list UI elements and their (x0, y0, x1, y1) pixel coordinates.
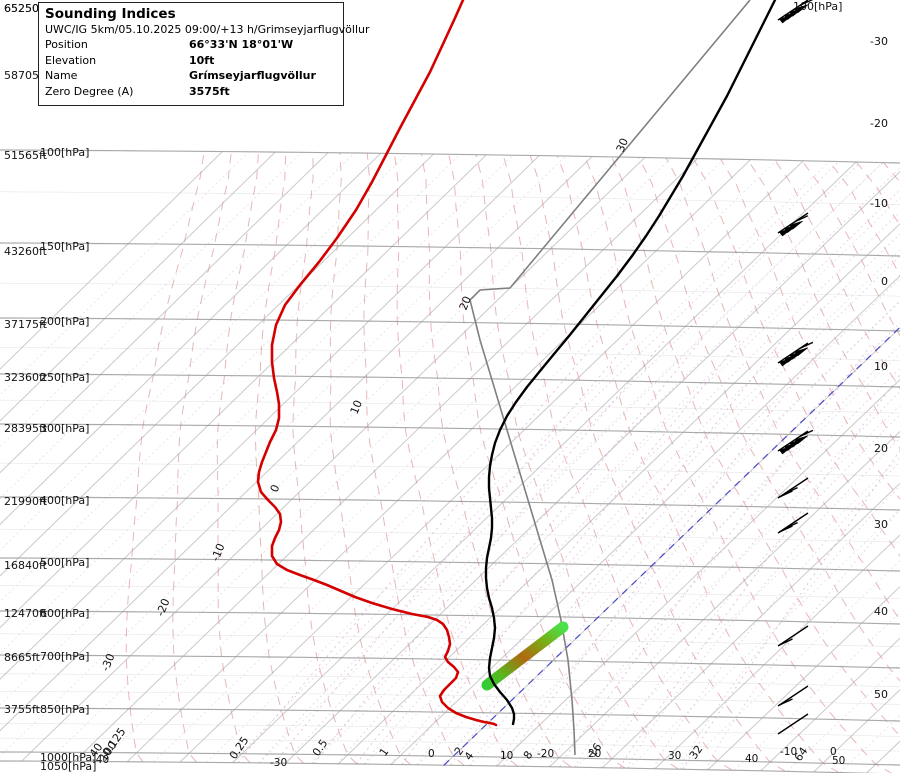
axis-tick-label: 600[hPa] (40, 607, 89, 620)
axis-tick-label: 32 (687, 743, 706, 762)
infobox-key-name: Name (45, 69, 78, 82)
infobox-title: Sounding Indices (45, 6, 176, 22)
isobar-lines (0, 149, 900, 773)
axis-tick-label: 40 (745, 753, 758, 765)
axis-tick-label: 1050[hPa] (40, 760, 96, 773)
axis-tick-label: 3755ft (4, 703, 41, 716)
freezing-level-line (443, 326, 900, 766)
table-row: Position 66°33'N 18°01'W (45, 37, 338, 53)
axis-tick-label: 8 (521, 749, 536, 762)
axis-tick-label: 32360ft (4, 371, 48, 384)
wind-barb (777, 212, 809, 237)
axis-tick-label: 12470ft (4, 607, 48, 620)
wind-barb (777, 713, 809, 735)
axis-tick-label: 0 (830, 746, 837, 758)
axis-tick-label: 0 (268, 483, 283, 494)
axis-tick-label: -30 (270, 757, 287, 769)
axis-tick-label: 30 (614, 136, 631, 154)
axis-tick-label: 51565ft (4, 149, 48, 162)
axis-tick-label: 20 (588, 748, 601, 760)
axis-tick-label: 65250ft (4, 2, 48, 15)
axis-tick-label: 28395ft (4, 422, 48, 435)
wind-barb (777, 625, 809, 647)
axis-tick-label: -20 (537, 748, 554, 760)
axis-tick-label: 400[hPa] (40, 494, 89, 507)
axis-tick-label: -10 (870, 197, 888, 210)
axis-tick-label: 1 (377, 746, 392, 759)
axis-tick-label: 10 (874, 360, 888, 373)
axis-tick-label: 0 (881, 275, 888, 288)
axis-tick-label: 100[hPa] (40, 146, 89, 159)
grid-layer (0, 149, 900, 773)
sounding-indices-infobox: Sounding Indices UWC/IG 5km/05.10.2025 0… (38, 2, 370, 106)
axis-tick-label: 30 (874, 518, 888, 531)
axis-tick-label: 0.5 (310, 737, 331, 759)
sounding-curves (256, 0, 777, 756)
wind-barb (777, 685, 809, 707)
infobox-value-position: 66°33'N 18°01'W (189, 38, 294, 51)
axis-tick-label: -20 (154, 597, 173, 619)
axis-tick-label: 100[hPa] (793, 0, 842, 13)
infobox-value-zero-degree: 3575ft (189, 84, 230, 98)
axis-tick-label: 40 (874, 605, 888, 618)
axis-tick-label: -30 (99, 652, 118, 674)
wind-barb (777, 477, 809, 499)
axis-tick-label: -10 (780, 746, 797, 758)
table-row: Zero Degree (A) 3575ft (45, 84, 338, 100)
parcel-trajectory-curve (469, 0, 751, 756)
axis-tick-label: -30 (870, 35, 888, 48)
axis-tick-label: 10 (348, 398, 365, 416)
dry-adiabat-lines (125, 151, 900, 773)
infobox-key-elevation: Elevation (45, 53, 97, 67)
axis-tick-label: 16840ft (4, 559, 48, 572)
axis-tick-label: 50 (874, 688, 888, 701)
axis-tick-label: 200[hPa] (40, 315, 89, 328)
temperature-curve (256, 0, 498, 727)
axis-tick-label: 43260ft (4, 245, 48, 258)
axis-tick-label: 8665ft (4, 651, 41, 664)
wind-barb (777, 341, 814, 367)
axis-tick-label: 850[hPa] (40, 703, 89, 716)
axis-tick-label: 58705ft (4, 69, 48, 82)
isotherm-lines (0, 151, 900, 773)
wind-barb (777, 429, 814, 455)
dewpoint-curve (484, 0, 777, 726)
axis-tick-label: 500[hPa] (40, 556, 89, 569)
axis-tick-label: 10 (500, 750, 513, 762)
axis-tick-label: -20 (870, 117, 888, 130)
infobox-key-position: Position (45, 38, 88, 51)
axis-tick-label: 1000[hPa] (40, 751, 96, 764)
wind-barb (777, 512, 809, 534)
axis-tick-label: 65250ft (4, 2, 48, 15)
mixing-ratio-lines (237, 336, 900, 770)
axis-tick-label: 250[hPa] (40, 371, 89, 384)
table-row: Name Grímseyjarflugvöllur (45, 68, 338, 84)
axis-tick-label: 50 (832, 755, 845, 767)
cape-indicator-bar (481, 621, 569, 691)
axis-tick-label: 20 (457, 294, 474, 312)
axis-tick-label: 150[hPa] (40, 240, 89, 253)
axis-tick-label: -40 (92, 754, 109, 766)
infobox-key-zero-degree: Zero Degree (A) (45, 84, 134, 98)
axis-tick-label: 0 (428, 748, 435, 760)
axis-tick-label: 4 (462, 750, 477, 763)
infobox-subtitle: UWC/IG 5km/05.10.2025 09:00/+13 h/Grimse… (45, 23, 370, 36)
wind-barb-column (777, 0, 814, 735)
axis-tick-label: 21990ft (4, 495, 48, 508)
infobox-value-elevation: 10ft (189, 53, 215, 67)
axis-tick-label: 37175ft (4, 318, 48, 331)
axis-tick-label: 300[hPa] (40, 422, 89, 435)
axis-tick-label: 700[hPa] (40, 650, 89, 663)
axis-tick-label: 20 (874, 442, 888, 455)
wind-barb (777, 0, 814, 24)
axis-tick-label: -10 (209, 542, 228, 564)
axis-tick-label: 30 (668, 750, 681, 762)
infobox-table: Position 66°33'N 18°01'W Elevation 10ft … (45, 37, 338, 99)
table-row: Elevation 10ft (45, 53, 338, 69)
infobox-value-name: Grímseyjarflugvöllur (189, 69, 316, 82)
